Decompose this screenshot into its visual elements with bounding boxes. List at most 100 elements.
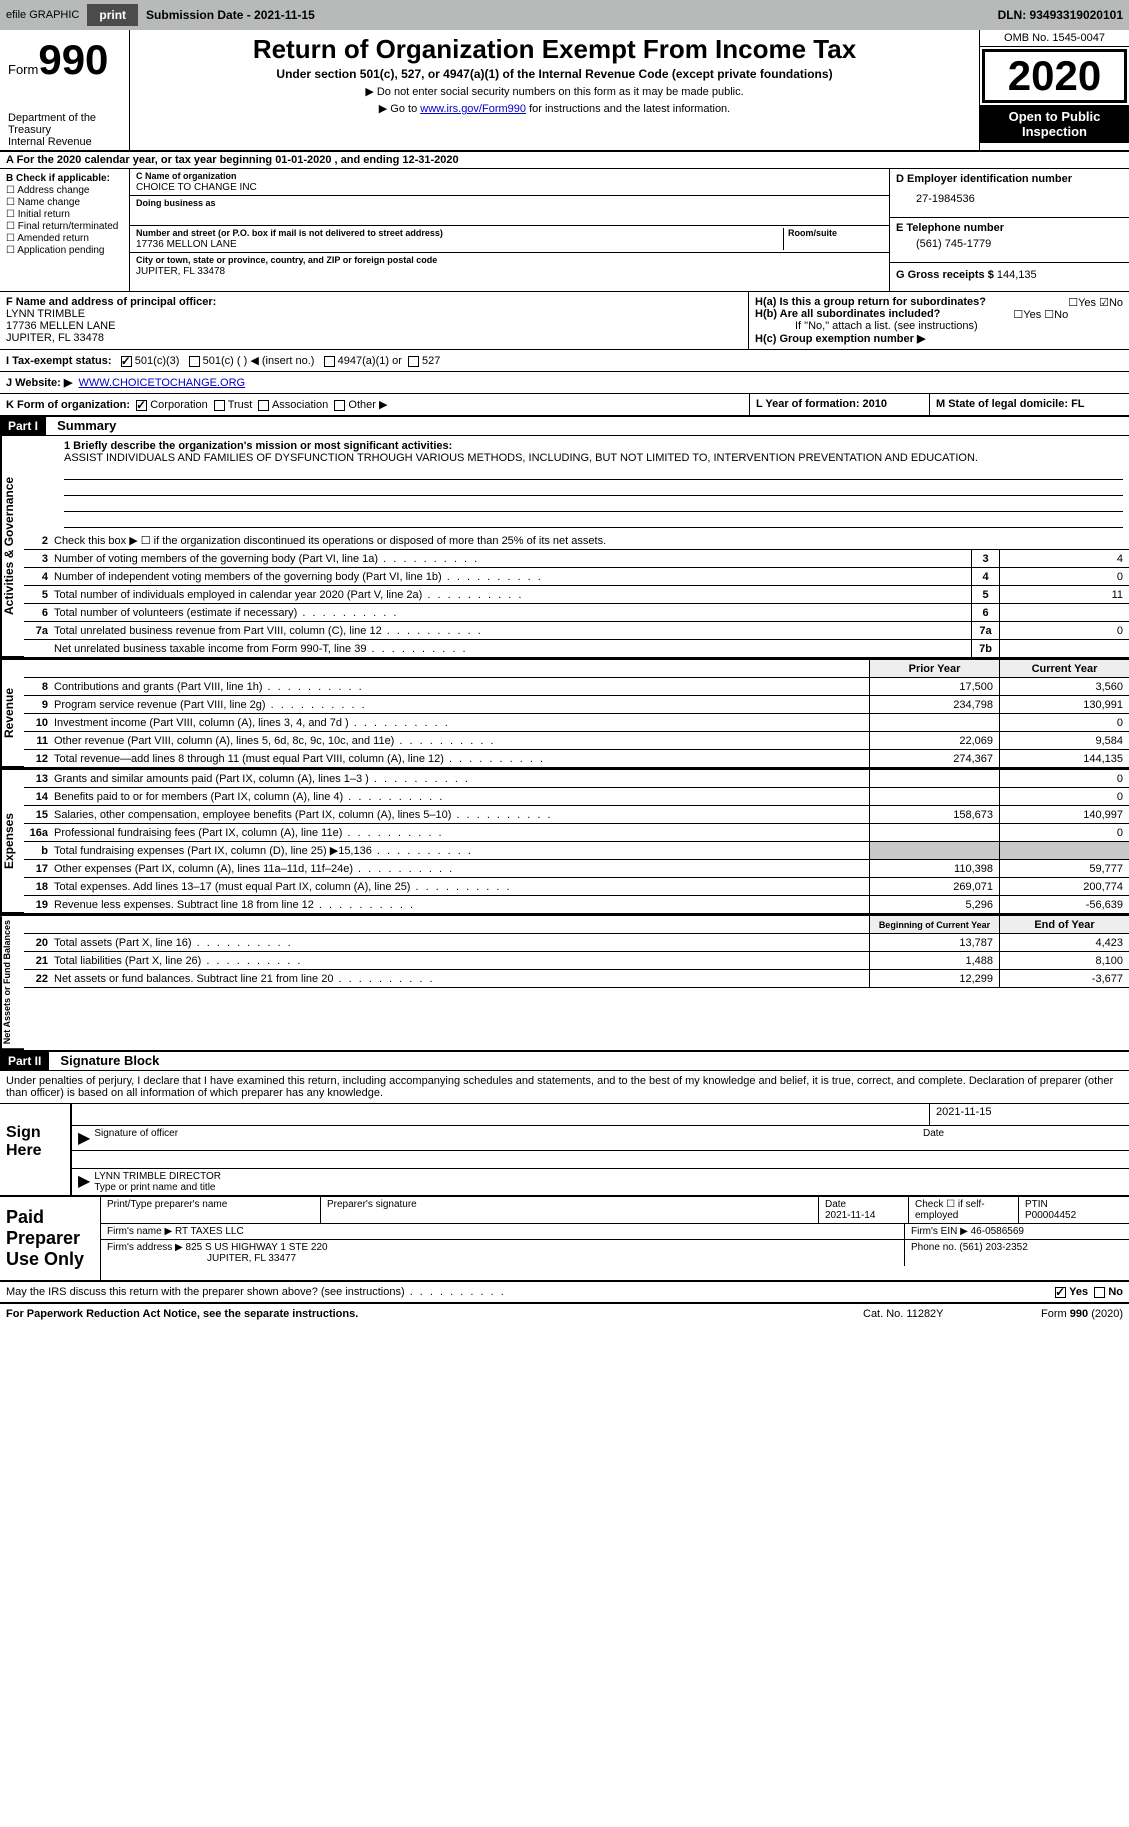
header-left: Form990 Department of the Treasury Inter… [0, 30, 130, 150]
dba-label: Doing business as [136, 198, 216, 208]
header-mid: Return of Organization Exempt From Incom… [130, 30, 979, 150]
ha-label: H(a) Is this a group return for subordin… [755, 296, 986, 308]
room-label: Room/suite [788, 228, 837, 238]
a-tax-year-line: A For the 2020 calendar year, or tax yea… [0, 152, 1129, 169]
discuss-row: May the IRS discuss this return with the… [0, 1282, 1129, 1304]
vtab-expenses: Expenses [0, 770, 24, 914]
summary-row: Net unrelated business taxable income fr… [24, 640, 1129, 658]
prep-sig-hdr: Preparer's signature [321, 1197, 819, 1223]
chk-amended[interactable]: ☐ Amended return [6, 233, 123, 244]
summary-row: bTotal fundraising expenses (Part IX, co… [24, 842, 1129, 860]
page-footer: For Paperwork Reduction Act Notice, see … [0, 1304, 1129, 1324]
header-right: OMB No. 1545-0047 2020 Open to Public In… [979, 30, 1129, 150]
firm-addr: 825 S US HIGHWAY 1 STE 220 [186, 1242, 328, 1253]
vtab-netassets: Net Assets or Fund Balances [0, 916, 24, 1050]
summary-row: 3Number of voting members of the governi… [24, 550, 1129, 568]
form-subtitle: Under section 501(c), 527, or 4947(a)(1)… [140, 67, 969, 81]
summary-row: 20Total assets (Part X, line 16)13,7874,… [24, 934, 1129, 952]
hc-label: H(c) Group exemption number ▶ [755, 333, 925, 345]
g-label: G Gross receipts $ [896, 269, 994, 281]
efile-label: efile GRAPHIC [6, 9, 79, 21]
vtab-governance: Activities & Governance [0, 436, 24, 658]
irs-link[interactable]: www.irs.gov/Form990 [420, 103, 526, 115]
summary-row: 15Salaries, other compensation, employee… [24, 806, 1129, 824]
vtab-revenue: Revenue [0, 660, 24, 768]
chk-assoc[interactable] [258, 400, 269, 411]
row-klm: K Form of organization: Corporation Trus… [0, 394, 1129, 417]
summary-row: 14Benefits paid to or for members (Part … [24, 788, 1129, 806]
city-label: City or town, state or province, country… [136, 255, 437, 265]
line2-post: for instructions and the latest informat… [526, 103, 730, 115]
f-label: F Name and address of principal officer: [6, 296, 216, 308]
addr-label: Number and street (or P.O. box if mail i… [136, 228, 443, 238]
dln-label: DLN: 93493319020101 [998, 8, 1123, 22]
line2-pre: ▶ Go to [379, 103, 420, 115]
summary-row: 11Other revenue (Part VIII, column (A), … [24, 732, 1129, 750]
row-j: J Website: ▶ WWW.CHOICETOCHANGE.ORG [0, 372, 1129, 394]
row-i: I Tax-exempt status: 501(c)(3) 501(c) ( … [0, 350, 1129, 372]
summary-row: 4Number of independent voting members of… [24, 568, 1129, 586]
chk-final[interactable]: ☐ Final return/terminated [6, 221, 123, 232]
discuss-no[interactable] [1094, 1287, 1105, 1298]
prep-date: 2021-11-14 [825, 1210, 875, 1221]
sign-date: 2021-11-15 [929, 1104, 1129, 1125]
chk-initial[interactable]: ☐ Initial return [6, 209, 123, 220]
chk-name[interactable]: ☐ Name change [6, 197, 123, 208]
summary-row: 19Revenue less expenses. Subtract line 1… [24, 896, 1129, 914]
summary-row: 10Investment income (Part VIII, column (… [24, 714, 1129, 732]
part1-header: Part I Summary [0, 417, 1129, 436]
form-word: Form [8, 62, 38, 77]
org-city: JUPITER, FL 33478 [136, 266, 225, 277]
chk-address[interactable]: ☐ Address change [6, 185, 123, 196]
summary-row: 5Total number of individuals employed in… [24, 586, 1129, 604]
form-title: Return of Organization Exempt From Incom… [140, 34, 969, 65]
row-f-h: F Name and address of principal officer:… [0, 292, 1129, 350]
hb-label: H(b) Are all subordinates included? [755, 308, 940, 320]
sign-here-block: Sign Here 2021-11-15 ▶Signature of offic… [0, 1104, 1129, 1197]
chk-4947[interactable] [324, 356, 335, 367]
date-label: Date [923, 1128, 1123, 1148]
mission-block: 1 Briefly describe the organization's mi… [24, 436, 1129, 532]
chk-527[interactable] [408, 356, 419, 367]
name-title-label: Type or print name and title [94, 1182, 215, 1193]
chk-501c[interactable] [189, 356, 200, 367]
chk-trust[interactable] [214, 400, 225, 411]
form-footer: Form 990 (2020) [983, 1308, 1123, 1320]
firm-addr2: JUPITER, FL 33477 [107, 1253, 296, 1264]
form-number: 990 [38, 36, 108, 83]
header-line2: ▶ Go to www.irs.gov/Form990 for instruct… [140, 102, 969, 115]
paid-preparer-block: Paid Preparer Use Only Print/Type prepar… [0, 1197, 1129, 1282]
chk-corp[interactable] [136, 400, 147, 411]
summary-row: 16aProfessional fundraising fees (Part I… [24, 824, 1129, 842]
m-state: M State of legal domicile: FL [936, 398, 1085, 410]
summary-row: 21Total liabilities (Part X, line 26)1,4… [24, 952, 1129, 970]
summary-row: 8Contributions and grants (Part VIII, li… [24, 678, 1129, 696]
col-d: D Employer identification number 27-1984… [889, 169, 1129, 291]
na-header-row: Beginning of Current Year End of Year [24, 916, 1129, 934]
chk-pending[interactable]: ☐ Application pending [6, 245, 123, 256]
chk-other[interactable] [334, 400, 345, 411]
cat-no: Cat. No. 11282Y [863, 1308, 983, 1320]
l-year: L Year of formation: 2010 [756, 398, 887, 410]
header-line1: ▶ Do not enter social security numbers o… [140, 85, 969, 98]
col-header-row: Prior Year Current Year [24, 660, 1129, 678]
d-label: D Employer identification number [896, 173, 1072, 185]
firm-phone: (561) 203-2352 [959, 1242, 1027, 1253]
col-b: B Check if applicable: ☐ Address change … [0, 169, 130, 291]
section-b-to-g: B Check if applicable: ☐ Address change … [0, 169, 1129, 292]
part2-header: Part II Signature Block [0, 1050, 1129, 1071]
b-label: B Check if applicable: [6, 173, 110, 184]
dept-label: Department of the Treasury Internal Reve… [8, 112, 121, 148]
officer-printed: LYNN TRIMBLE DIRECTOR [94, 1171, 221, 1182]
summary-section: Activities & Governance 1 Briefly descri… [0, 436, 1129, 658]
firm-ein: 46-0586569 [971, 1226, 1024, 1237]
discuss-yes[interactable] [1055, 1287, 1066, 1298]
summary-row: 6Total number of volunteers (estimate if… [24, 604, 1129, 622]
submission-date: Submission Date - 2021-11-15 [146, 8, 315, 22]
chk-501c3[interactable] [121, 356, 132, 367]
org-name: CHOICE TO CHANGE INC [136, 182, 257, 193]
self-emp: Check ☐ if self-employed [909, 1197, 1019, 1223]
summary-row: 12Total revenue—add lines 8 through 11 (… [24, 750, 1129, 768]
website-link[interactable]: WWW.CHOICETOCHANGE.ORG [78, 377, 245, 389]
print-button[interactable]: print [87, 4, 138, 26]
